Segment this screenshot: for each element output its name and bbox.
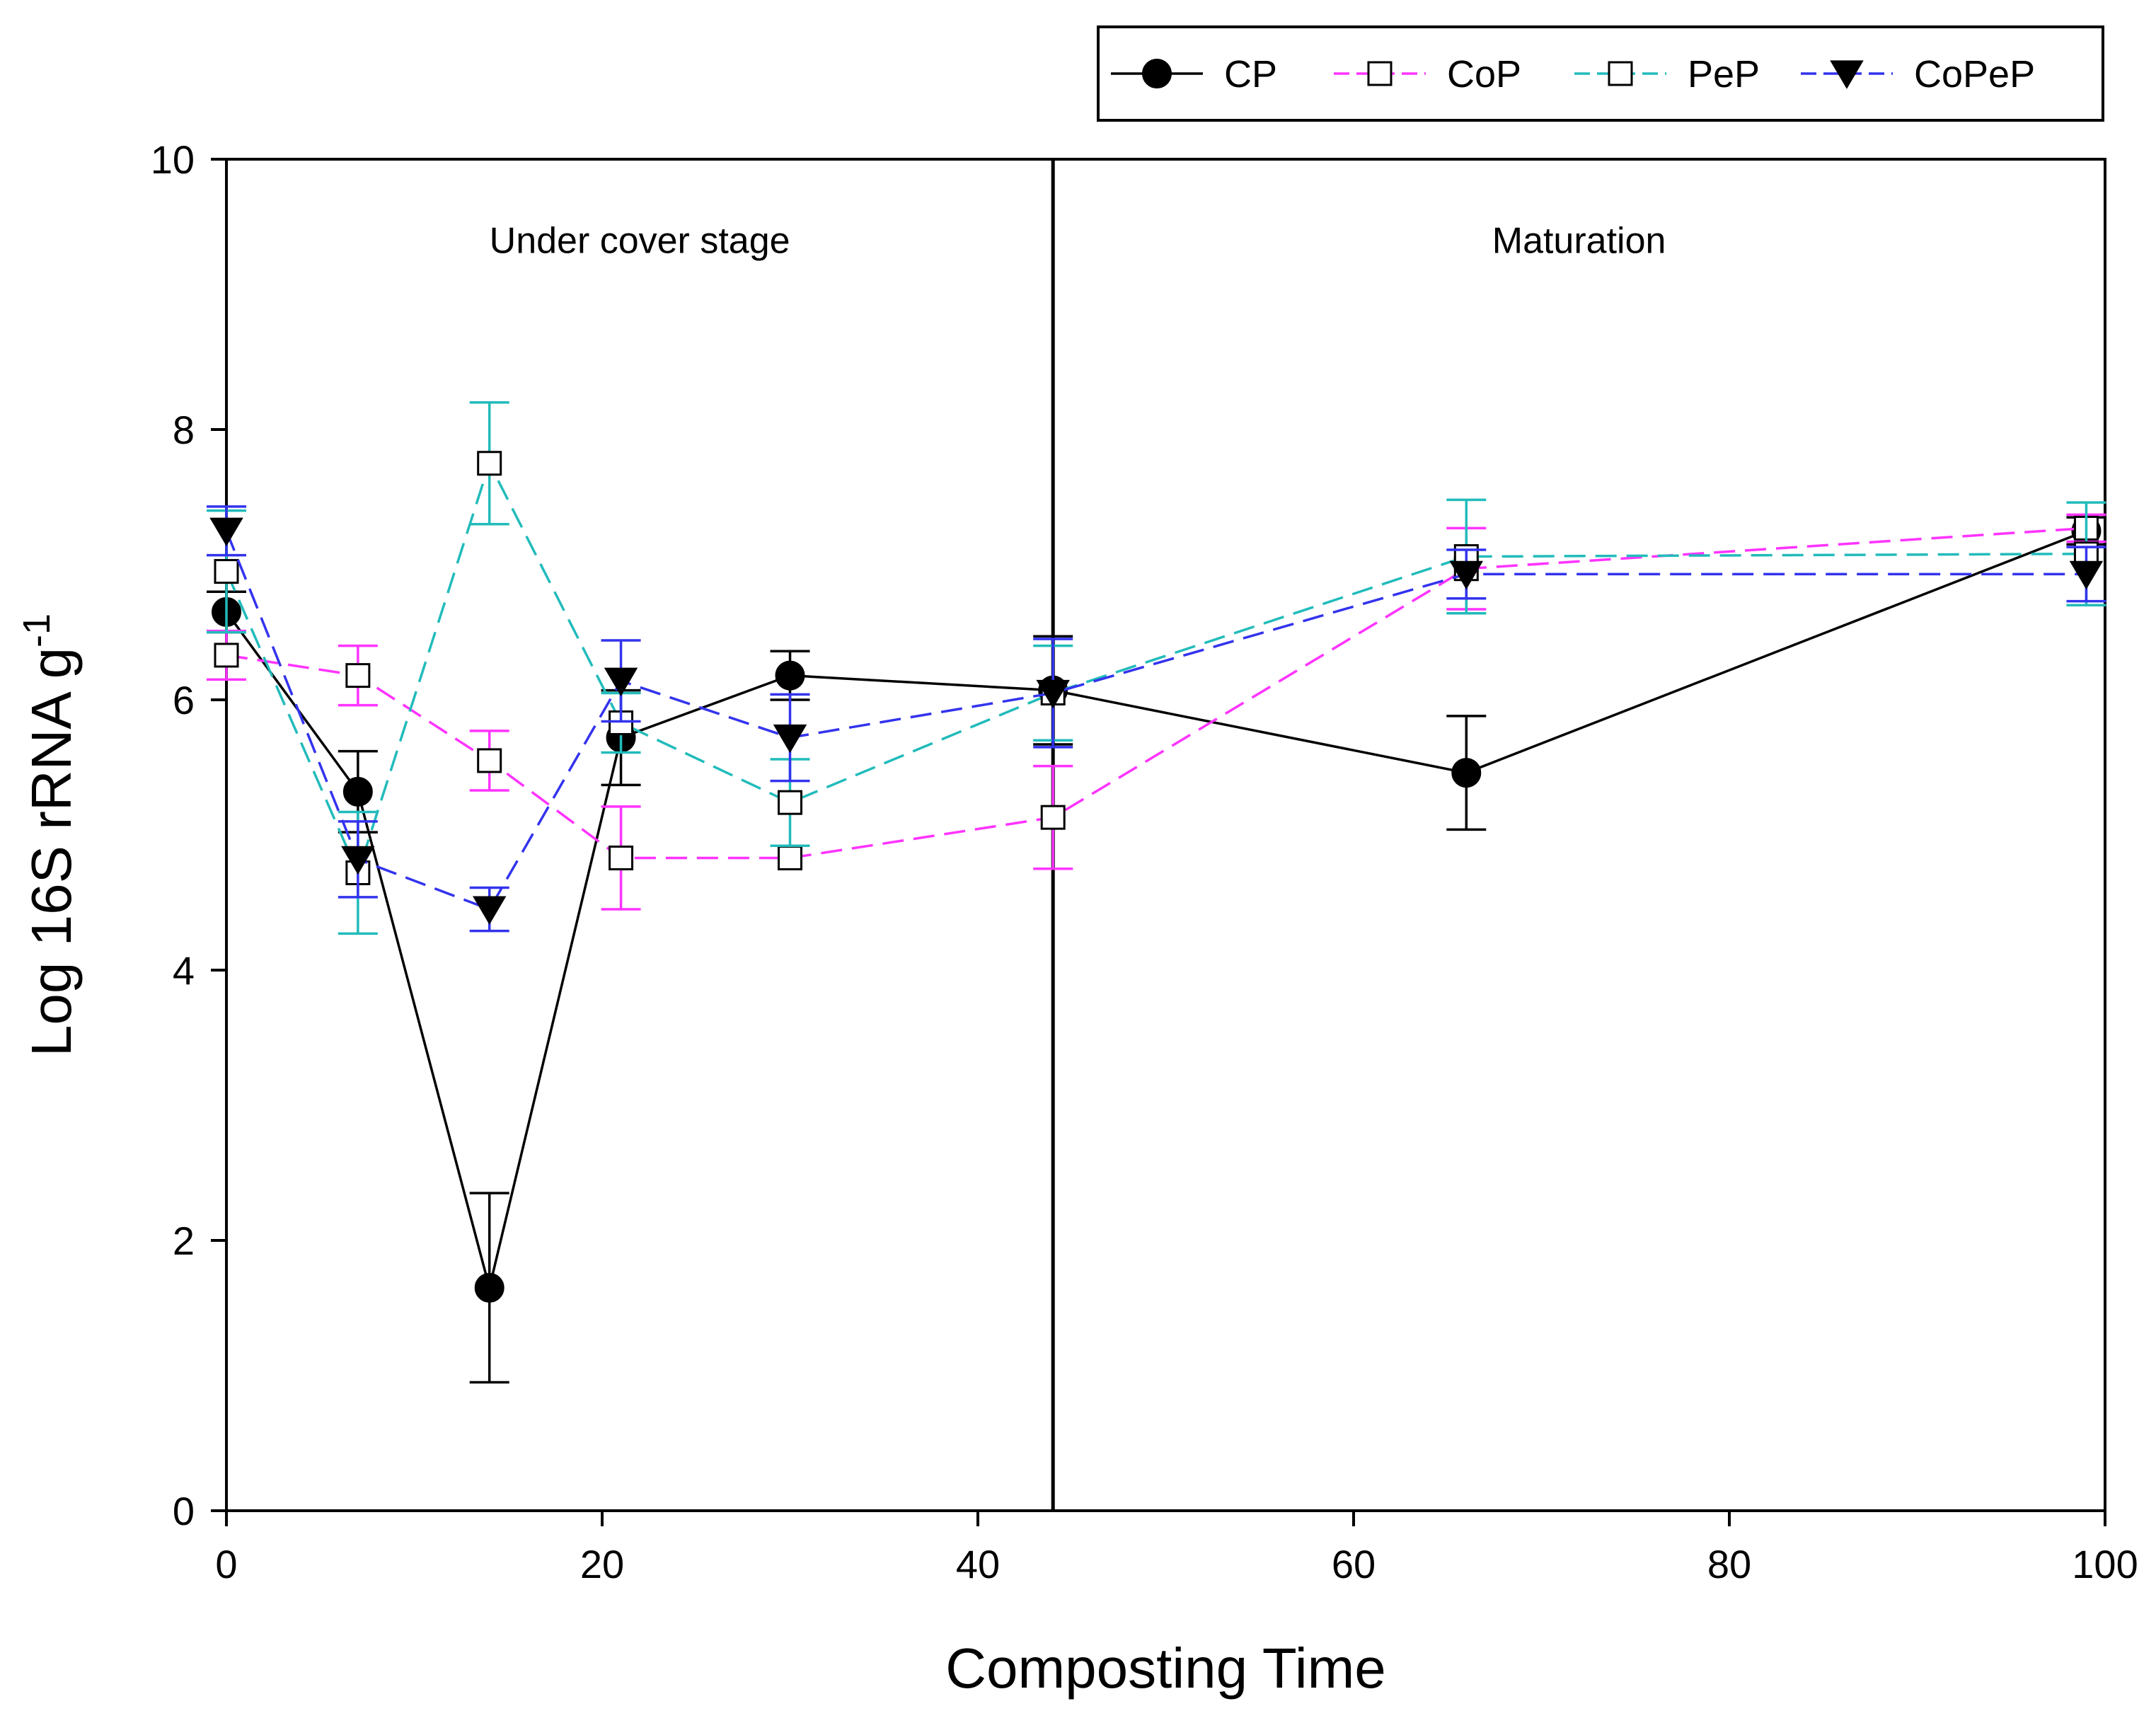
series-line	[225, 460, 2087, 877]
axes: 0 20 40 60 80 100 0 2 4 6 8 10	[151, 137, 2138, 1586]
data-point-marker	[773, 724, 807, 754]
data-point-marker	[345, 663, 371, 688]
data-point-marker	[342, 776, 373, 807]
data-point-marker	[214, 642, 239, 668]
x-tick-label: 20	[580, 1542, 624, 1586]
y-tick-label: 0	[173, 1489, 195, 1533]
legend-label: CoPeP	[1914, 53, 2035, 96]
data-point-marker	[209, 517, 243, 547]
data-point-marker	[775, 660, 805, 691]
legend-label: CP	[1224, 53, 1277, 96]
data-point-marker	[474, 1272, 505, 1303]
data-point-marker	[604, 667, 638, 697]
legend-label: PeP	[1688, 53, 1760, 96]
series-copep	[207, 505, 2106, 933]
data-point-marker	[1449, 560, 1484, 590]
data-point-marker	[1451, 758, 1482, 788]
y-axis-title-main: Log 16S rRNA g	[20, 647, 83, 1056]
plot-area	[225, 158, 2106, 1512]
data-point-marker	[609, 845, 634, 870]
x-tick-label: 80	[1707, 1542, 1751, 1586]
stage-annotations: Under cover stage Maturation	[490, 221, 1666, 262]
x-tick-label: 0	[215, 1542, 237, 1586]
data-point-marker	[1830, 60, 1864, 89]
series-line	[226, 526, 2087, 860]
data-point-marker	[1142, 59, 1172, 88]
data-point-marker	[214, 559, 239, 584]
legend-item-pep: PeP	[1574, 53, 1760, 96]
x-axis-title: Composting Time	[945, 1637, 1385, 1700]
series-pep	[207, 401, 2106, 935]
data-point-marker	[1608, 61, 1633, 86]
x-tick-label: 40	[956, 1542, 1000, 1586]
series-line	[225, 529, 2087, 1289]
legend-box	[1097, 25, 2104, 122]
data-point-marker	[778, 790, 802, 815]
data-point-marker	[341, 846, 375, 875]
legend-item-copep: CoPeP	[1801, 53, 2035, 96]
data-point-marker	[778, 845, 802, 870]
legend-item-cp: CP	[1111, 53, 1277, 96]
data-point-marker	[477, 451, 502, 476]
data-point-marker	[1036, 679, 1070, 709]
y-tick-label: 8	[173, 408, 195, 452]
x-tick-label: 60	[1332, 1542, 1376, 1586]
series-cp	[207, 516, 2106, 1384]
data-point-marker	[1367, 61, 1393, 86]
plot-frame-border	[225, 158, 2106, 1512]
annotation-under-cover-stage: Under cover stage	[490, 221, 790, 262]
y-axis-title-superscript: -1	[16, 613, 58, 647]
series-cop	[207, 513, 2106, 911]
annotation-maturation: Maturation	[1492, 221, 1666, 262]
y-tick-label: 2	[173, 1218, 195, 1263]
data-point-marker	[477, 748, 502, 773]
legend-item-cop: CoP	[1334, 53, 1521, 96]
legend-label: CoP	[1447, 53, 1521, 96]
x-tick-label: 100	[2072, 1542, 2138, 1586]
y-tick-label: 4	[173, 948, 195, 993]
y-tick-label: 10	[151, 137, 195, 182]
series-line	[225, 530, 2087, 911]
y-tick-label: 6	[173, 678, 195, 722]
data-point-marker	[472, 896, 507, 925]
series-layer	[207, 401, 2106, 1384]
legend: CP CoP PeP CoPeP	[1097, 25, 2104, 122]
data-point-marker	[2069, 560, 2104, 590]
data-point-marker	[1040, 805, 1066, 830]
y-axis-title: Log 16S rRNA g-1	[16, 613, 83, 1056]
